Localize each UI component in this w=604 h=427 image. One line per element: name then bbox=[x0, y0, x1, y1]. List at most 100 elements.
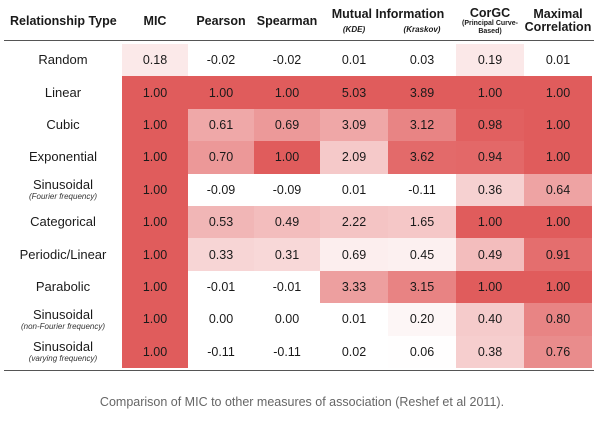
column-header-label: MIC bbox=[143, 13, 167, 28]
heatmap-cell: 0.20 bbox=[388, 303, 456, 336]
heatmap-cell: -0.01 bbox=[254, 270, 320, 304]
row-label-4: Sinusoidal (Fourier frequency) bbox=[4, 174, 122, 206]
heatmap-cell: 0.49 bbox=[254, 206, 320, 239]
heatmap-cell: 3.62 bbox=[388, 141, 456, 174]
heatmap-cell: 0.18 bbox=[122, 44, 188, 77]
row-label-0: Random bbox=[4, 44, 122, 76]
row-label-3: Exponential bbox=[4, 141, 122, 173]
column-header-spearman: Spearman bbox=[254, 2, 320, 40]
heatmap-cell: 0.00 bbox=[254, 303, 320, 336]
heatmap-cell: 3.89 bbox=[388, 76, 456, 109]
heatmap-cell: 0.53 bbox=[188, 206, 254, 239]
heatmap-cell: 1.00 bbox=[122, 173, 188, 206]
heatmap-cell: 0.49 bbox=[456, 238, 524, 271]
heatmap-cell: 0.94 bbox=[456, 141, 524, 174]
heatmap-cell: 1.65 bbox=[388, 206, 456, 239]
heatmap-cell: -0.11 bbox=[188, 335, 254, 368]
heatmap-cell: 0.01 bbox=[524, 44, 592, 77]
column-header-label: CorGC bbox=[469, 5, 511, 20]
heatmap-cell: -0.09 bbox=[254, 173, 320, 206]
association-table: Relationship Type Mutual Information MIC Pe… bbox=[4, 2, 594, 371]
heatmap-cell: 5.03 bbox=[320, 76, 388, 109]
row-label-text: Linear bbox=[44, 84, 82, 100]
row-label-text: Periodic/Linear bbox=[19, 246, 107, 262]
heatmap-cell: 1.00 bbox=[524, 270, 592, 304]
column-header-sublabel: (KDE) bbox=[342, 25, 366, 34]
heatmap-cell: 0.40 bbox=[456, 303, 524, 336]
heatmap-cell: 0.69 bbox=[254, 108, 320, 142]
heatmap-cell: 3.12 bbox=[388, 108, 456, 142]
heatmap-cell: 1.00 bbox=[524, 76, 592, 109]
heatmap-cell: 0.64 bbox=[524, 173, 592, 206]
heatmap-cell: 0.76 bbox=[524, 335, 592, 368]
column-header-label: Spearman bbox=[256, 13, 318, 28]
heatmap-cell: 1.00 bbox=[122, 206, 188, 239]
heatmap-cell: 0.61 bbox=[188, 108, 254, 142]
heatmap-cell: 0.69 bbox=[320, 238, 388, 271]
row-label-text: Parabolic bbox=[35, 278, 91, 294]
column-header-maxcorr: Maximal Correlation bbox=[524, 2, 592, 40]
heatmap-cell: 0.01 bbox=[320, 44, 388, 77]
heatmap-cell: 0.03 bbox=[388, 44, 456, 77]
row-label-text: Random bbox=[38, 52, 88, 68]
heatmap-cell: 0.70 bbox=[188, 141, 254, 174]
column-header-sublabel: (Kraskov) bbox=[403, 25, 441, 34]
heatmap-cell: 0.36 bbox=[456, 173, 524, 206]
row-label-text: Sinusoidal bbox=[33, 177, 93, 193]
heatmap-cell: -0.01 bbox=[188, 270, 254, 304]
row-label-text: Categorical bbox=[30, 214, 96, 230]
heatmap-cell: 1.00 bbox=[524, 206, 592, 239]
column-header-mic: MIC bbox=[122, 2, 188, 40]
column-header-mi_kde: (KDE) bbox=[320, 2, 388, 40]
heatmap-cell: 0.02 bbox=[320, 335, 388, 368]
heatmap-cell: 1.00 bbox=[122, 76, 188, 109]
mutual-information-group-label: Mutual Information bbox=[331, 7, 445, 21]
heatmap-cell: 0.01 bbox=[320, 303, 388, 336]
row-label-text: Sinusoidal bbox=[33, 306, 93, 322]
heatmap-cell: 1.00 bbox=[524, 141, 592, 174]
column-header-label: Maximal Correlation bbox=[524, 7, 592, 34]
heatmap-cell: 0.31 bbox=[254, 238, 320, 271]
row-label-subtext: (non-Fourier frequency) bbox=[20, 321, 106, 331]
heatmap-cell: 1.00 bbox=[456, 76, 524, 109]
heatmap-cell: -0.02 bbox=[254, 44, 320, 77]
row-label-8: Sinusoidal (non-Fourier frequency) bbox=[4, 303, 122, 335]
heatmap-cell: 0.01 bbox=[320, 173, 388, 206]
heatmap-cell: 2.22 bbox=[320, 206, 388, 239]
row-header-text: Relationship Type bbox=[10, 13, 117, 28]
heatmap-cell: 1.00 bbox=[188, 76, 254, 109]
heatmap-cell: 1.00 bbox=[456, 206, 524, 239]
heatmap-cell: 3.09 bbox=[320, 108, 388, 142]
row-label-1: Linear bbox=[4, 76, 122, 108]
column-header-label: Pearson bbox=[196, 13, 246, 28]
heatmap-cell: 3.15 bbox=[388, 270, 456, 304]
heatmap-cell: 1.00 bbox=[456, 270, 524, 304]
heatmap-cell: 2.09 bbox=[320, 141, 388, 174]
heatmap-cell: 1.00 bbox=[122, 238, 188, 271]
row-label-9: Sinusoidal (varying frequency) bbox=[4, 336, 122, 368]
heatmap-cell: 1.00 bbox=[122, 270, 188, 304]
heatmap-cell: 3.33 bbox=[320, 270, 388, 304]
heatmap-cell: -0.09 bbox=[188, 173, 254, 206]
heatmap-cell: 1.00 bbox=[122, 303, 188, 336]
figure-caption: Comparison of MIC to other measures of a… bbox=[99, 395, 505, 409]
heatmap-cell: 0.45 bbox=[388, 238, 456, 271]
heatmap-cell: 0.19 bbox=[456, 44, 524, 77]
heatmap-cell: -0.11 bbox=[254, 335, 320, 368]
heatmap-cell: -0.11 bbox=[388, 173, 456, 206]
row-label-text: Exponential bbox=[29, 149, 97, 165]
heatmap-cell: 0.33 bbox=[188, 238, 254, 271]
heatmap-cell: 1.00 bbox=[122, 335, 188, 368]
row-label-text: Cubic bbox=[46, 116, 80, 132]
bottom-rule bbox=[4, 370, 594, 371]
row-label-6: Periodic/Linear bbox=[4, 238, 122, 270]
row-label-2: Cubic bbox=[4, 109, 122, 141]
row-header-label: Relationship Type bbox=[4, 2, 122, 40]
heatmap-cell: 1.00 bbox=[254, 76, 320, 109]
heatmap-cell: -0.02 bbox=[188, 44, 254, 77]
row-label-subtext: (Fourier frequency) bbox=[28, 192, 98, 202]
heatmap-cell: 0.98 bbox=[456, 108, 524, 142]
column-header-pearson: Pearson bbox=[188, 2, 254, 40]
heatmap-cell: 1.00 bbox=[122, 108, 188, 142]
